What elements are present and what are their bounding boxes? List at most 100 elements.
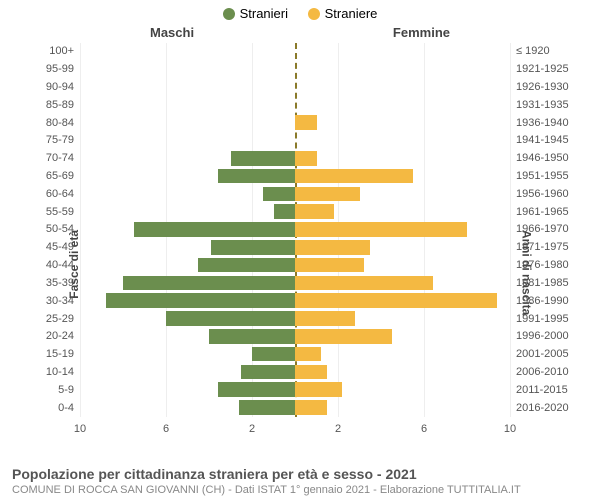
birth-label: 2006-2010 [510,366,569,378]
bar-female [295,222,467,237]
bar-female [295,169,413,184]
row-70-74: 70-741946-1950 [80,149,510,167]
row-20-24: 20-241996-2000 [80,327,510,345]
chart-subtitle: COMUNE DI ROCCA SAN GIOVANNI (CH) - Dati… [12,484,588,496]
legend-label-female: Straniere [325,6,378,21]
birth-label: 1946-1950 [510,152,569,164]
bar-male [166,311,295,326]
age-label: 45-49 [46,241,80,253]
birth-label: 1961-1965 [510,206,569,218]
bar-male [134,222,295,237]
birth-label: 1926-1930 [510,81,569,93]
birth-label: 1986-1990 [510,295,569,307]
x-tick: 6 [163,423,169,435]
bar-female [295,151,317,166]
row-95-99: 95-991921-1925 [80,60,510,78]
legend-swatch-female [308,8,320,20]
row-5-9: 5-92011-2015 [80,381,510,399]
bar-male [263,187,295,202]
bar-male [209,329,295,344]
bar-male [239,400,295,415]
plot-area: Fasce di età Anni di nascita 100+≤ 19209… [80,43,510,417]
bar-female [295,293,497,308]
age-label: 35-39 [46,277,80,289]
footer: Popolazione per cittadinanza straniera p… [12,464,588,500]
birth-label: 2011-2015 [510,384,568,396]
bar-female [295,311,355,326]
age-label: 70-74 [46,152,80,164]
row-30-34: 30-341986-1990 [80,292,510,310]
row-40-44: 40-441976-1980 [80,256,510,274]
age-label: 90-94 [46,81,80,93]
x-tick: 2 [335,423,341,435]
bar-female [295,347,321,362]
col-title-female: Femmine [393,25,450,40]
row-35-39: 35-391981-1985 [80,274,510,292]
age-label: 55-59 [46,206,80,218]
bar-female [295,329,392,344]
bar-male [274,204,296,219]
legend-item-male: Stranieri [223,6,288,21]
bar-female [295,365,327,380]
bar-male [211,240,295,255]
bar-female [295,258,364,273]
legend-item-female: Straniere [308,6,378,21]
bar-male [123,276,295,291]
birth-label: 1951-1955 [510,170,569,182]
row-45-49: 45-491971-1975 [80,238,510,256]
age-label: 50-54 [46,223,80,235]
row-80-84: 80-841936-1940 [80,114,510,132]
row-90-94: 90-941926-1930 [80,78,510,96]
birth-label: 1976-1980 [510,259,569,271]
row-0-4: 0-42016-2020 [80,399,510,417]
age-label: 40-44 [46,259,80,271]
x-tick: 2 [249,423,255,435]
row-65-69: 65-691951-1955 [80,167,510,185]
age-label: 20-24 [46,330,80,342]
age-label: 60-64 [46,188,80,200]
birth-label: 1941-1945 [510,134,569,146]
birth-label: 1966-1970 [510,223,569,235]
rows-container: 100+≤ 192095-991921-192590-941926-193085… [80,43,510,417]
row-50-54: 50-541966-1970 [80,221,510,239]
x-tick: 10 [504,423,516,435]
bar-male [241,365,295,380]
bar-male [106,293,295,308]
birth-label: 1981-1985 [510,277,569,289]
legend-label-male: Stranieri [240,6,288,21]
row-15-19: 15-192001-2005 [80,345,510,363]
age-label: 95-99 [46,63,80,75]
age-label: 25-29 [46,313,80,325]
birth-label: 1991-1995 [510,313,569,325]
row-25-29: 25-291991-1995 [80,310,510,328]
bar-female [295,382,342,397]
birth-label: 2001-2005 [510,348,569,360]
age-label: 0-4 [58,402,80,414]
bar-male [218,169,295,184]
x-tick: 6 [421,423,427,435]
bar-female [295,115,317,130]
bar-male [198,258,295,273]
row-100+: 100+≤ 1920 [80,43,510,61]
age-label: 30-34 [46,295,80,307]
legend-swatch-male [223,8,235,20]
age-label: 15-19 [46,348,80,360]
bar-female [295,204,334,219]
age-label: 100+ [49,45,80,57]
bar-female [295,276,433,291]
birth-label: 2016-2020 [510,402,569,414]
chart-title: Popolazione per cittadinanza straniera p… [12,466,588,482]
age-label: 75-79 [46,134,80,146]
birth-label: 1931-1935 [510,99,569,111]
age-label: 5-9 [58,384,80,396]
birth-label: 1971-1975 [510,241,569,253]
birth-label: 1956-1960 [510,188,569,200]
chart-area: Maschi Femmine Fasce di età Anni di nasc… [20,25,580,445]
row-55-59: 55-591961-1965 [80,203,510,221]
col-title-male: Maschi [150,25,194,40]
birth-label: 1936-1940 [510,117,569,129]
age-label: 80-84 [46,117,80,129]
bar-male [231,151,296,166]
row-75-79: 75-791941-1945 [80,132,510,150]
age-label: 10-14 [46,366,80,378]
